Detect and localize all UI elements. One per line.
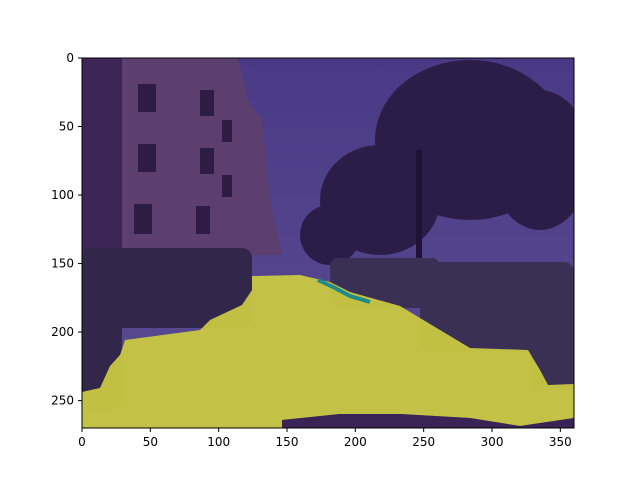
y-tick-label: 250 [51, 394, 74, 408]
x-tick-label: 150 [276, 435, 299, 449]
building-windows [134, 84, 232, 234]
y-tick-label: 0 [66, 51, 74, 65]
right-cars [330, 258, 574, 390]
x-tick-label: 0 [78, 435, 86, 449]
x-tick-label: 250 [412, 435, 435, 449]
x-tick-label: 50 [143, 435, 158, 449]
x-axis: 0 50 100 150 200 250 300 350 [78, 428, 572, 449]
trees [300, 60, 574, 265]
sidewalk-edge [317, 278, 371, 304]
y-tick-label: 100 [51, 188, 74, 202]
x-tick-label: 100 [207, 435, 230, 449]
y-tick-label: 50 [59, 120, 74, 134]
image-plot [82, 58, 574, 428]
y-tick-label: 150 [51, 257, 74, 271]
x-tick-label: 350 [549, 435, 572, 449]
x-tick-label: 300 [481, 435, 504, 449]
y-axis: 0 50 100 150 200 250 [51, 51, 82, 408]
y-tick-label: 200 [51, 325, 74, 339]
plot-frame [81, 57, 575, 429]
bottom-dark-strip [282, 414, 574, 428]
building-corner [82, 58, 122, 258]
road-segmentation [82, 275, 574, 428]
tree-trunk [416, 150, 422, 260]
x-tick-label: 200 [344, 435, 367, 449]
left-building [82, 58, 282, 255]
